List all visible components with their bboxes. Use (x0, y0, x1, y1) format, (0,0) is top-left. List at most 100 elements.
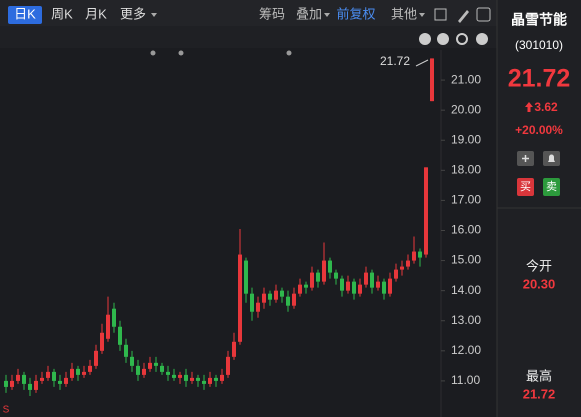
y-tick-label: 21.00 (451, 72, 481, 86)
candle-body (430, 58, 434, 102)
candle-body (406, 260, 410, 267)
candle-body (118, 326, 122, 345)
candle-body (28, 383, 32, 390)
candle-body (286, 296, 290, 306)
candle-body (340, 278, 344, 291)
icon[interactable] (476, 7, 491, 22)
candle-body (424, 167, 428, 255)
change-pct: +20.00% (515, 123, 563, 137)
tab[interactable]: 周K (51, 6, 73, 21)
tool[interactable]: 叠加 (296, 6, 322, 21)
candle-body (208, 377, 212, 384)
y-tick-label: 12.00 (451, 343, 481, 357)
tool[interactable]: 筹码 (259, 6, 285, 21)
candle-body (130, 356, 134, 366)
candle-body (418, 251, 422, 258)
candle-body (94, 350, 98, 366)
tab[interactable]: 日K (14, 6, 36, 21)
plot: 11.00 12.00 13.00 14.00 15.00 16.00 17.00 18.00… (4, 58, 481, 396)
plus-icon (522, 155, 529, 162)
candle-body (16, 374, 20, 381)
candle-body (190, 377, 194, 381)
candle-body (100, 332, 104, 351)
candle-body (148, 362, 152, 369)
candle-body (274, 290, 278, 300)
candle-body (34, 380, 38, 390)
candle-body (238, 254, 242, 342)
candle-body (124, 344, 128, 357)
candle-body (136, 365, 140, 375)
candle-body (82, 371, 86, 375)
candle-body (22, 374, 26, 384)
candle-body (112, 308, 116, 327)
y-tick-label: 17.00 (451, 193, 481, 207)
candle-body (262, 293, 266, 303)
candle-body (196, 377, 200, 381)
candle-body (394, 269, 398, 279)
icon[interactable] (458, 10, 469, 23)
candle-body (244, 260, 248, 294)
toolbar (0, 0, 497, 26)
open-value: 20.30 (523, 276, 556, 291)
candle-body (322, 260, 326, 282)
candle-body (4, 380, 8, 387)
candle-body (328, 260, 332, 273)
buy-label[interactable]: 买 (520, 180, 531, 193)
candle-body (292, 293, 296, 306)
candle-body (334, 272, 338, 279)
candle-body (226, 356, 230, 375)
candle-body (268, 293, 272, 300)
y-tick-label: 14.00 (451, 283, 481, 297)
annotation: 21.72 (380, 54, 410, 68)
close[interactable] (476, 33, 488, 45)
y-tick-label: 19.00 (451, 132, 481, 146)
candle-body (214, 377, 218, 381)
candle-body (58, 380, 62, 384)
candle-body (250, 293, 254, 312)
y-tick-label: 16.00 (451, 223, 481, 237)
candle-body (40, 377, 44, 381)
high-label: 最高 (526, 368, 552, 383)
candle-body (52, 371, 56, 381)
price: 21.72 (508, 65, 571, 93)
candle-body (154, 362, 158, 366)
tool[interactable]: 其他 (391, 6, 417, 21)
candle-body (370, 272, 374, 288)
icon[interactable] (434, 8, 447, 21)
settings[interactable] (456, 33, 468, 45)
candle-body (280, 290, 284, 297)
sell-label[interactable]: 卖 (546, 180, 557, 193)
tab[interactable]: 更多 (120, 6, 146, 21)
sell-button[interactable] (543, 178, 560, 196)
tool[interactable]: 前复权 (336, 6, 375, 21)
candle-body (172, 374, 176, 378)
high-value: 21.72 (523, 386, 556, 401)
y-tick-label: 13.00 (451, 313, 481, 327)
buy-button[interactable] (517, 178, 534, 196)
candle-body (316, 272, 320, 282)
change: 3.62 (534, 100, 558, 114)
candle-body (64, 377, 68, 384)
tab[interactable]: 月K (85, 6, 107, 21)
candle-body (364, 272, 368, 285)
candle-body (232, 341, 236, 357)
candle-body (184, 374, 188, 381)
candle-body (346, 281, 350, 291)
caret (324, 13, 330, 17)
active-tab[interactable] (8, 6, 42, 24)
caret (419, 13, 425, 17)
marker: S (3, 405, 10, 416)
candle-body (10, 380, 14, 387)
up-arrow (525, 102, 533, 112)
zoom-out[interactable] (419, 33, 431, 45)
candle-body (70, 368, 74, 378)
chart-header (0, 26, 497, 48)
y-tick-label: 18.00 (451, 162, 481, 176)
candle-body (106, 314, 110, 339)
zoom-in[interactable] (437, 33, 449, 45)
y-tick-label: 20.00 (451, 102, 481, 116)
stock-name: 晶雪节能 (511, 12, 567, 28)
candle-body (202, 380, 206, 384)
